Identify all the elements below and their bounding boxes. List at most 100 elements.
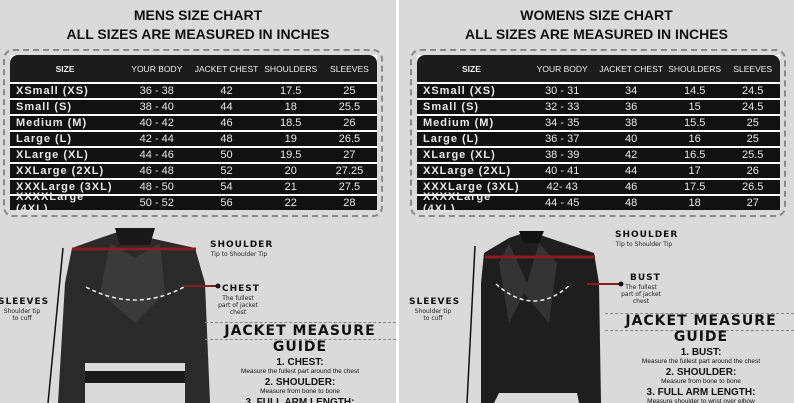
table-cell: XXLarge (2XL) — [423, 164, 512, 177]
size-table: SIZE YOUR BODY JACKET CHEST SHOULDERS SLEEVE… — [417, 55, 780, 215]
table-row: XXXLarge (3XL) 48 - 50 54 21 27.5 — [10, 179, 377, 194]
table-cell: 50 - 52 — [139, 196, 174, 209]
table-cell: XXXLarge (3XL) — [423, 180, 520, 193]
table-row: XLarge (XL) 44 - 46 50 19.5 27 — [10, 147, 377, 162]
table-cell: 17.5 — [683, 180, 706, 193]
table-cell: 25 — [746, 116, 759, 129]
table-cell: 20 — [284, 164, 297, 177]
shoulder-desc: Tip to Shoulder Tip — [615, 241, 673, 248]
table-row: XLarge (XL) 38 - 39 42 16.5 25.5 — [417, 147, 780, 162]
table-row: Medium (M) 40 - 42 46 18.5 26 — [10, 115, 377, 130]
bust-label: BUST — [630, 273, 661, 283]
table-cell: 34 - 35 — [545, 116, 580, 129]
table-cell: 46 - 48 — [139, 164, 174, 177]
table-cell: Medium (M) — [16, 116, 88, 129]
chart-title: MENS SIZE CHART — [133, 7, 263, 23]
table-cell: 26.5 — [742, 180, 764, 193]
sleeves-desc: Shoulder tip to cuff — [3, 308, 41, 322]
table-cell: 46 — [220, 116, 233, 129]
table-cell: XLarge (XL) — [423, 148, 496, 161]
table-cell: 38 — [625, 116, 638, 129]
measure-guide: JACKET MEASURE GUIDE 1. BUST: Measure the … — [605, 313, 794, 403]
table-cell: 14.5 — [683, 84, 706, 97]
table-row: XXXXLarge (4XL) 44 - 45 48 18 27 — [417, 191, 780, 215]
table-cell: 16.5 — [683, 148, 706, 161]
table-row: XSmall (XS) 30 - 31 34 14.5 24.5 — [417, 83, 780, 98]
table-cell: 44 — [625, 164, 638, 177]
measure-guide: JACKET MEASURE GUIDE 1. CHEST: Measure the… — [205, 323, 395, 403]
table-cell: 42 - 44 — [139, 132, 174, 145]
column-header: JACKET CHEST — [599, 63, 663, 74]
guide-item-title: 2. SHOULDER: — [665, 367, 737, 378]
chart-title: WOMENS SIZE CHART — [520, 7, 673, 23]
table-cell: XXXXLarge (4XL) — [16, 190, 85, 215]
table-row: XXXXLarge (4XL) 50 - 52 56 22 28 — [10, 191, 377, 215]
chest-dash-curve — [85, 286, 185, 301]
shoulder-desc: Tip to Shoulder Tip — [210, 251, 268, 258]
table-cell: 27 — [343, 148, 356, 161]
table-cell: 27.25 — [335, 164, 364, 177]
table-cell: 26 — [746, 164, 759, 177]
table-cell: XSmall (XS) — [423, 84, 496, 97]
table-header: SIZE YOUR BODY JACKET CHEST SHOULDERS SLEEVE… — [417, 55, 780, 82]
sleeves-desc: Shoulder tip to cuff — [414, 308, 452, 322]
table-cell: 42 — [220, 84, 233, 97]
table-cell: 44 - 46 — [139, 148, 174, 161]
table-cell: 18 — [284, 100, 297, 113]
shoulder-label: SHOULDER — [210, 240, 274, 250]
table-cell: 24.5 — [742, 84, 764, 97]
column-header: SHOULDERS — [264, 63, 318, 74]
table-cell: 48 - 50 — [139, 180, 174, 193]
table-row: Small (S) 32 - 33 36 15 24.5 — [417, 99, 780, 114]
table-cell: 40 - 42 — [139, 116, 174, 129]
table-cell: 18 — [688, 196, 701, 209]
table-cell: 15.5 — [683, 116, 706, 129]
chart-subtitle: ALL SIZES ARE MEASURED IN INCHES — [465, 26, 728, 42]
table-cell: 21 — [284, 180, 297, 193]
womens-jacket-illustration — [466, 231, 624, 403]
column-header: SLEEVES — [330, 63, 369, 74]
table-row: Medium (M) 34 - 35 38 15.5 25 — [417, 115, 780, 130]
table-cell: 27.5 — [338, 180, 361, 193]
column-header: SHOULDERS — [668, 63, 722, 74]
table-cell: 25.5 — [742, 148, 764, 161]
table-cell: 22 — [284, 196, 297, 209]
table-cell: 28 — [343, 196, 356, 209]
table-cell: 26 — [343, 116, 356, 129]
column-header: SIZE — [55, 63, 75, 74]
guide-item-desc: Measure the fullest part around the ches… — [641, 358, 761, 365]
divider — [205, 339, 396, 340]
column-header: YOUR BODY — [131, 63, 183, 74]
table-cell: 27 — [746, 196, 759, 209]
table-row: XXXLarge (3XL) 42- 43 46 17.5 26.5 — [417, 179, 780, 194]
chest-desc: The fullest part of jacket chest — [218, 295, 258, 316]
table-row: XXLarge (2XL) 46 - 48 52 20 27.25 — [10, 163, 377, 178]
divider — [605, 313, 794, 314]
jacket-lapel — [100, 243, 165, 323]
divider — [205, 322, 396, 323]
table-cell: 30 - 31 — [545, 84, 580, 97]
table-cell: 56 — [220, 196, 233, 209]
table-cell: 17.5 — [280, 84, 302, 97]
column-header: YOUR BODY — [536, 63, 588, 74]
mens-jacket-illustration — [47, 228, 221, 403]
table-cell: XXXLarge (3XL) — [16, 180, 113, 193]
table-cell: 52 — [220, 164, 233, 177]
table-frame — [3, 49, 383, 217]
table-cell: XXLarge (2XL) — [16, 164, 105, 177]
table-cell: 25 — [343, 84, 356, 97]
table-cell: 36 - 37 — [545, 132, 580, 145]
table-cell: 18.5 — [280, 116, 302, 129]
guide-item-title: 1. BUST: — [680, 347, 722, 358]
divider — [605, 330, 794, 331]
sleeve-measure-line — [47, 247, 64, 403]
table-cell: 38 - 39 — [545, 148, 580, 161]
size-table: SIZE YOUR BODY JACKET CHEST SHOULDERS SLEEVE… — [10, 55, 377, 215]
table-cell: 42- 43 — [546, 180, 578, 193]
table-cell: 36 — [625, 100, 638, 113]
guide-item-title: 3. FULL ARM LENGTH: — [245, 397, 355, 403]
table-cell: Large (L) — [16, 132, 73, 145]
table-cell: Small (S) — [16, 100, 73, 113]
womens-size-chart-panel: WOMENS SIZE CHART ALL SIZES ARE MEASURED… — [399, 0, 794, 403]
sleeve-measure-line — [466, 245, 476, 403]
